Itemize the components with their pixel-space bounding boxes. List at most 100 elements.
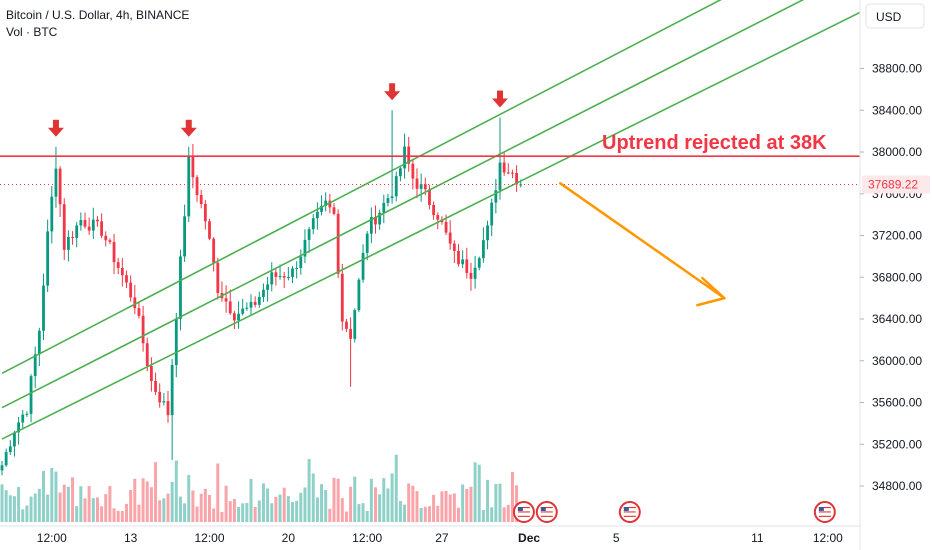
candle-body (452, 243, 456, 251)
candle-body (8, 446, 12, 453)
candle-body (482, 240, 485, 259)
volume-bar (386, 488, 390, 522)
candle-body (282, 276, 286, 278)
channel-line[interactable] (1, 0, 749, 374)
candle-body (382, 202, 386, 213)
candle-body (311, 218, 315, 230)
candle-body (249, 301, 253, 308)
candle-body (50, 196, 54, 232)
volume-bar (224, 485, 228, 522)
candle-body (411, 163, 415, 179)
volume-bar (444, 490, 448, 522)
volume-bar (315, 497, 319, 522)
candle-body (37, 330, 41, 355)
candle-body (0, 465, 4, 471)
volume-bar (158, 500, 162, 522)
candle-body (498, 162, 502, 191)
volume-bar (137, 504, 141, 522)
volume-bar (515, 485, 519, 522)
x-tick-label: 12:00 (352, 531, 382, 545)
candle-body (245, 307, 249, 309)
volume-bar (91, 498, 95, 522)
volume-bar (120, 510, 124, 522)
chart-title: Bitcoin / U.S. Dollar, 4h, BINANCE (6, 8, 190, 22)
volume-bar (266, 488, 270, 522)
candle-body (216, 262, 220, 294)
volume-bar (46, 494, 50, 522)
candle-body (291, 268, 294, 277)
y-tick-label: 36800.00 (872, 270, 922, 284)
economic-event-icon[interactable] (535, 501, 558, 523)
x-tick-label: 12:00 (194, 531, 224, 545)
channel-line[interactable] (1, 0, 915, 440)
volume-bar (0, 484, 4, 522)
candle-body (162, 401, 166, 403)
candle-body (228, 301, 232, 314)
candle-body (423, 184, 427, 190)
volume-bar (50, 467, 54, 522)
volume-bar (349, 486, 353, 522)
volume-bar (286, 496, 290, 522)
volume-bar (133, 478, 137, 522)
volume-bar (253, 506, 257, 522)
candle-body (436, 215, 440, 220)
candle-body (328, 200, 332, 208)
volume-bar (145, 481, 149, 522)
volume-label: Vol · BTC (6, 25, 58, 39)
candle-body (316, 211, 319, 219)
volume-bar (498, 483, 502, 522)
candle-body (477, 258, 481, 268)
volume-bar (108, 486, 112, 522)
currency-button[interactable]: USD (865, 3, 925, 29)
volume-bar (353, 476, 357, 522)
price-axis[interactable]: 34800.00 35200.00 35600.00 36000.00 36400.00… (859, 0, 932, 550)
candle-body (62, 204, 66, 250)
projection-arrow[interactable] (559, 182, 726, 307)
volume-bar (415, 491, 419, 522)
volume-bar (390, 473, 394, 522)
volume-bar (324, 489, 328, 522)
candle-body (286, 276, 290, 278)
rejection-marker-icon (180, 119, 197, 137)
candle-body (29, 376, 33, 414)
economic-event-icon[interactable] (618, 501, 641, 523)
candle-body (502, 162, 506, 173)
resistance-annotation: Uptrend rejected at 38K (602, 132, 827, 154)
volume-bar (295, 500, 299, 522)
candle-body (208, 221, 211, 239)
economic-event-icon[interactable] (512, 501, 535, 523)
volume-bar (42, 470, 45, 522)
volume-bar (203, 488, 207, 522)
currency-label: USD (876, 10, 902, 24)
volume-bar (71, 477, 75, 522)
economic-event-icon[interactable] (813, 501, 836, 523)
time-axis[interactable]: 12:00 13 12:00 20 12:00 27 Dec 5 11 12:00 (0, 525, 860, 545)
volume-bar (249, 478, 253, 522)
volume-bar (195, 506, 199, 522)
volume-bar (303, 487, 307, 522)
candle-body (241, 308, 245, 314)
volume-bar (452, 493, 456, 522)
candle-body (237, 313, 240, 321)
candle-body (154, 380, 157, 392)
uptrend-channel[interactable] (1, 0, 915, 440)
candle-body (75, 225, 79, 238)
candle-body (399, 168, 402, 177)
volume-bar (369, 478, 373, 522)
candle-body (145, 343, 149, 366)
rejection-marker-icon (384, 83, 401, 101)
volume-bar (141, 478, 145, 522)
volume-bar (174, 460, 178, 522)
volume-bar (510, 471, 514, 522)
volume-bar (374, 487, 377, 522)
candle-body (183, 216, 186, 257)
volume-bar (170, 482, 174, 522)
volume-bar (100, 506, 104, 522)
channel-line[interactable] (1, 0, 832, 409)
volume-bar (104, 494, 108, 522)
candle-body (469, 272, 473, 279)
volume-bar (129, 490, 133, 522)
candle-body (58, 168, 62, 205)
candle-body (320, 205, 323, 212)
